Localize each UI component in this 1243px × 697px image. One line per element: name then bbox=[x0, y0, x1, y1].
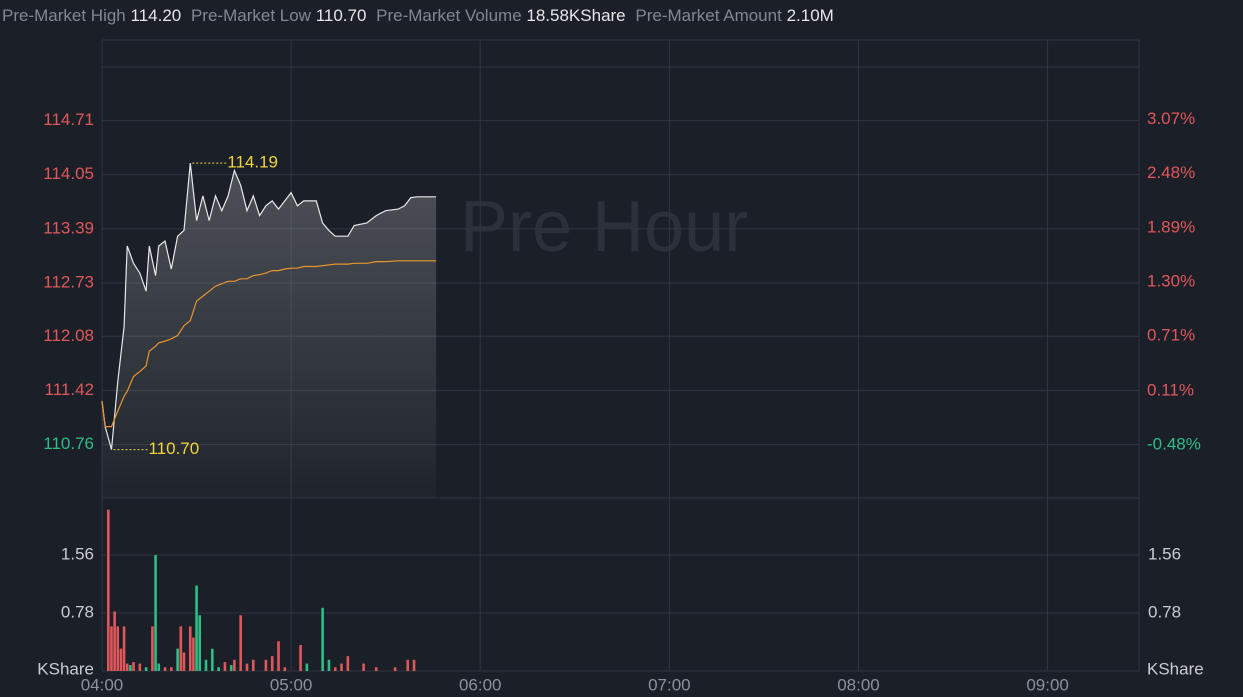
volume-bar bbox=[264, 659, 268, 671]
volume-bar bbox=[188, 626, 192, 671]
volume-bar bbox=[116, 626, 120, 671]
volume-bar bbox=[412, 659, 416, 671]
volume-bar bbox=[110, 626, 113, 671]
x-tick-label: 04:00 bbox=[81, 675, 124, 694]
volume-bar bbox=[251, 659, 255, 671]
y2-tick-label: -0.48% bbox=[1147, 434, 1201, 453]
y2-tick-label: 2.48% bbox=[1147, 163, 1195, 182]
stat-label: Pre-Market Amount bbox=[635, 6, 782, 25]
y-tick-label: 1.56 bbox=[61, 545, 94, 564]
volume-bar bbox=[192, 637, 195, 671]
volume-bar bbox=[119, 648, 123, 671]
annotation: 114.19 bbox=[227, 153, 278, 172]
volume-bar bbox=[406, 659, 410, 671]
y-tick-label: 112.73 bbox=[43, 272, 94, 291]
header: Pre-Market High 114.20 Pre-Market Low 11… bbox=[2, 6, 839, 26]
volume-bar bbox=[362, 663, 365, 671]
average-line bbox=[101, 260, 437, 428]
volume-bar bbox=[305, 663, 309, 671]
volume-bar bbox=[217, 667, 220, 671]
price-area bbox=[102, 163, 437, 498]
volume-bar bbox=[333, 667, 337, 671]
price-line bbox=[101, 163, 437, 450]
volume-bar bbox=[211, 648, 214, 671]
volume-bar bbox=[204, 659, 208, 671]
x-tick-label: 05:00 bbox=[270, 675, 313, 694]
volume-bar bbox=[170, 667, 173, 671]
volume-bar bbox=[233, 659, 236, 671]
stat-value: 110.70 bbox=[315, 6, 367, 25]
volume-bar bbox=[393, 667, 397, 671]
x-tick-label: 08:00 bbox=[837, 675, 880, 694]
y-tick-label: 110.76 bbox=[43, 434, 94, 453]
stat-label: Pre-Market Volume bbox=[376, 6, 522, 25]
axis-unit: KShare bbox=[37, 659, 94, 678]
volume-bar bbox=[151, 626, 154, 671]
y-tick-label: 114.71 bbox=[43, 110, 94, 129]
volume-bar bbox=[154, 555, 157, 671]
volume-bar bbox=[229, 665, 233, 671]
volume-bar bbox=[299, 644, 302, 671]
volume-bar bbox=[321, 607, 324, 671]
y-tick-label: 111.42 bbox=[45, 380, 94, 399]
stat-value: 114.20 bbox=[130, 6, 182, 25]
y2-tick-label: 3.07% bbox=[1147, 109, 1195, 128]
stat-value: 2.10M bbox=[786, 6, 834, 25]
volume-bar bbox=[125, 663, 129, 671]
volume-bar bbox=[340, 663, 343, 671]
annotation: 110.70 bbox=[148, 439, 199, 458]
watermark: Pre Hour bbox=[460, 187, 748, 267]
y-tick-label: 113.39 bbox=[43, 218, 94, 237]
axis-unit: KShare bbox=[1147, 659, 1204, 678]
volume-bar bbox=[223, 662, 227, 671]
y-tick-label: 114.05 bbox=[43, 164, 94, 183]
volume-bar bbox=[122, 626, 126, 671]
volume-bar bbox=[176, 648, 179, 671]
y2-tick-label: 0.11% bbox=[1147, 380, 1194, 399]
volume-bar bbox=[129, 665, 132, 671]
stat-label: Pre-Market Low bbox=[190, 6, 311, 25]
volume-bar bbox=[277, 641, 280, 671]
volume-bar bbox=[138, 663, 142, 671]
y-tick-label: 112.08 bbox=[43, 326, 94, 345]
x-tick-label: 09:00 bbox=[1026, 675, 1069, 694]
volume-bar bbox=[179, 626, 183, 671]
volume-bar bbox=[157, 663, 161, 671]
volume-bar bbox=[327, 659, 331, 671]
volume-bar bbox=[283, 667, 287, 671]
y-tick-label: 0.78 bbox=[1148, 602, 1181, 621]
volume-bar bbox=[239, 615, 242, 671]
x-tick-label: 07:00 bbox=[648, 675, 691, 694]
volume-bar bbox=[270, 656, 274, 671]
volume-bar bbox=[132, 662, 135, 671]
y-tick-label: 0.78 bbox=[61, 602, 94, 621]
volume-bar bbox=[107, 509, 110, 671]
stat-value: 18.58KShare bbox=[526, 6, 626, 25]
y2-tick-label: 0.71% bbox=[1147, 325, 1195, 344]
volume-bar bbox=[195, 585, 198, 671]
volume-bar bbox=[182, 652, 186, 671]
volume-bar bbox=[374, 667, 378, 671]
y2-tick-label: 1.30% bbox=[1147, 271, 1195, 290]
volume-bar bbox=[198, 615, 202, 671]
volume-bar bbox=[346, 656, 350, 671]
volume-bar bbox=[163, 667, 167, 671]
x-tick-label: 06:00 bbox=[459, 675, 502, 694]
volume-bar bbox=[245, 663, 249, 671]
volume-bar bbox=[113, 611, 116, 671]
y-tick-label: 1.56 bbox=[1148, 545, 1181, 564]
y2-tick-label: 1.89% bbox=[1147, 217, 1195, 236]
volume-bar bbox=[144, 667, 148, 671]
stat-label: Pre-Market High bbox=[2, 6, 126, 25]
